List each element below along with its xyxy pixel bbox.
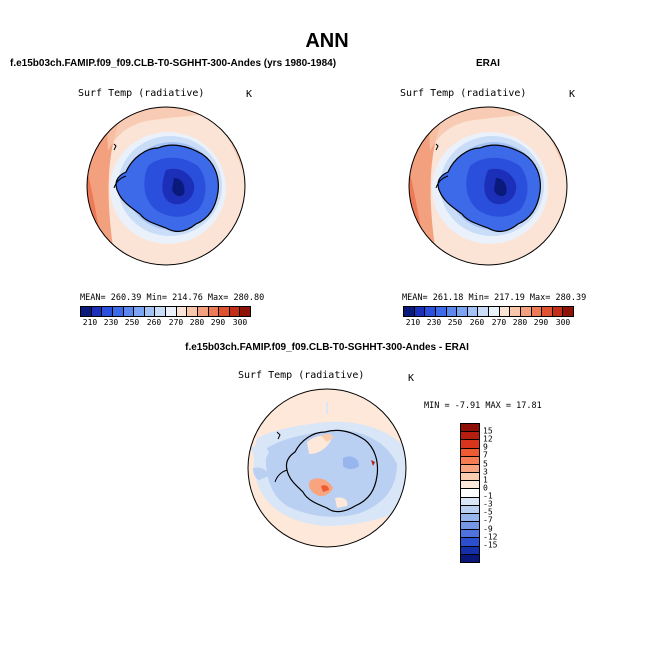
panel1-case-title: f.e15b03ch.FAMIP.f09_f09.CLB-T0-SGHHT-30… [10,58,337,69]
panel2-colorbar [403,306,574,317]
panel3-cb-label: 7 [483,450,488,460]
panel1-colorbar [80,306,251,317]
panel3-cb-label: -9 [483,524,493,534]
panel1-cb-label: 280 [189,318,205,327]
panel3-minmax: MIN = -7.91 MAX = 17.81 [424,401,542,411]
panel2-cb-label: 270 [491,318,507,327]
panel2-cb-label: 210 [405,318,421,327]
panel2-polar-map [408,106,568,266]
panel2-cb-label: 300 [555,318,571,327]
panel1-variable-label: Surf Temp (radiative) [78,88,205,99]
panel1-cb-label: 300 [232,318,248,327]
panel2-units-label: K [569,89,576,100]
panel3-cb-label: 5 [483,459,488,469]
panel3-colorbar [460,423,480,563]
panel1-cb-label: 290 [210,318,226,327]
panel3-cb-label: -5 [483,507,493,517]
panel3-units-label: K [408,373,415,384]
panel3-case-title: f.e15b03ch.FAMIP.f09_f09.CLB-T0-SGHHT-30… [185,342,469,353]
panel3-polar-map [247,388,407,548]
panel1-cb-label: 230 [103,318,119,327]
panel3-cb-label: -15 [483,540,498,550]
panel3-cb-label: -3 [483,499,493,509]
panel1-polar-map [86,106,246,266]
panel2-cb-label: 290 [533,318,549,327]
panel3-cb-label: -1 [483,491,493,501]
panel3-cb-label: 1 [483,475,488,485]
panel3-cb-label: 3 [483,467,488,477]
panel2-cb-label: 230 [426,318,442,327]
panel2-cb-label: 260 [469,318,485,327]
panel1-cb-label: 250 [124,318,140,327]
panel3-cb-label: 0 [483,483,488,493]
panel1-cb-label: 270 [168,318,184,327]
panel3-cb-label: 12 [483,434,493,444]
panel2-stats: MEAN= 261.18 Min= 217.19 Max= 280.39 [402,293,587,303]
panel1-peninsula [113,175,127,189]
panel2-variable-label: Surf Temp (radiative) [400,88,527,99]
panel3-cb-label: 9 [483,442,488,452]
panel1-units-label: K [246,89,253,100]
panel1-cb-label: 210 [82,318,98,327]
figure-title: ANN [305,30,349,52]
panel2-cb-label: 280 [512,318,528,327]
panel1-cb-label: 260 [146,318,162,327]
panel1-stats: MEAN= 260.39 Min= 214.76 Max= 280.80 [80,293,265,303]
panel2-cb-label: 250 [447,318,463,327]
panel2-peninsula [435,175,449,189]
panel3-cb-label: 15 [483,426,493,436]
panel3-cb-label: -12 [483,532,498,542]
panel3-cb-label: -7 [483,515,493,525]
panel2-case-title: ERAI [476,58,500,69]
panel3-variable-label: Surf Temp (radiative) [238,370,365,381]
